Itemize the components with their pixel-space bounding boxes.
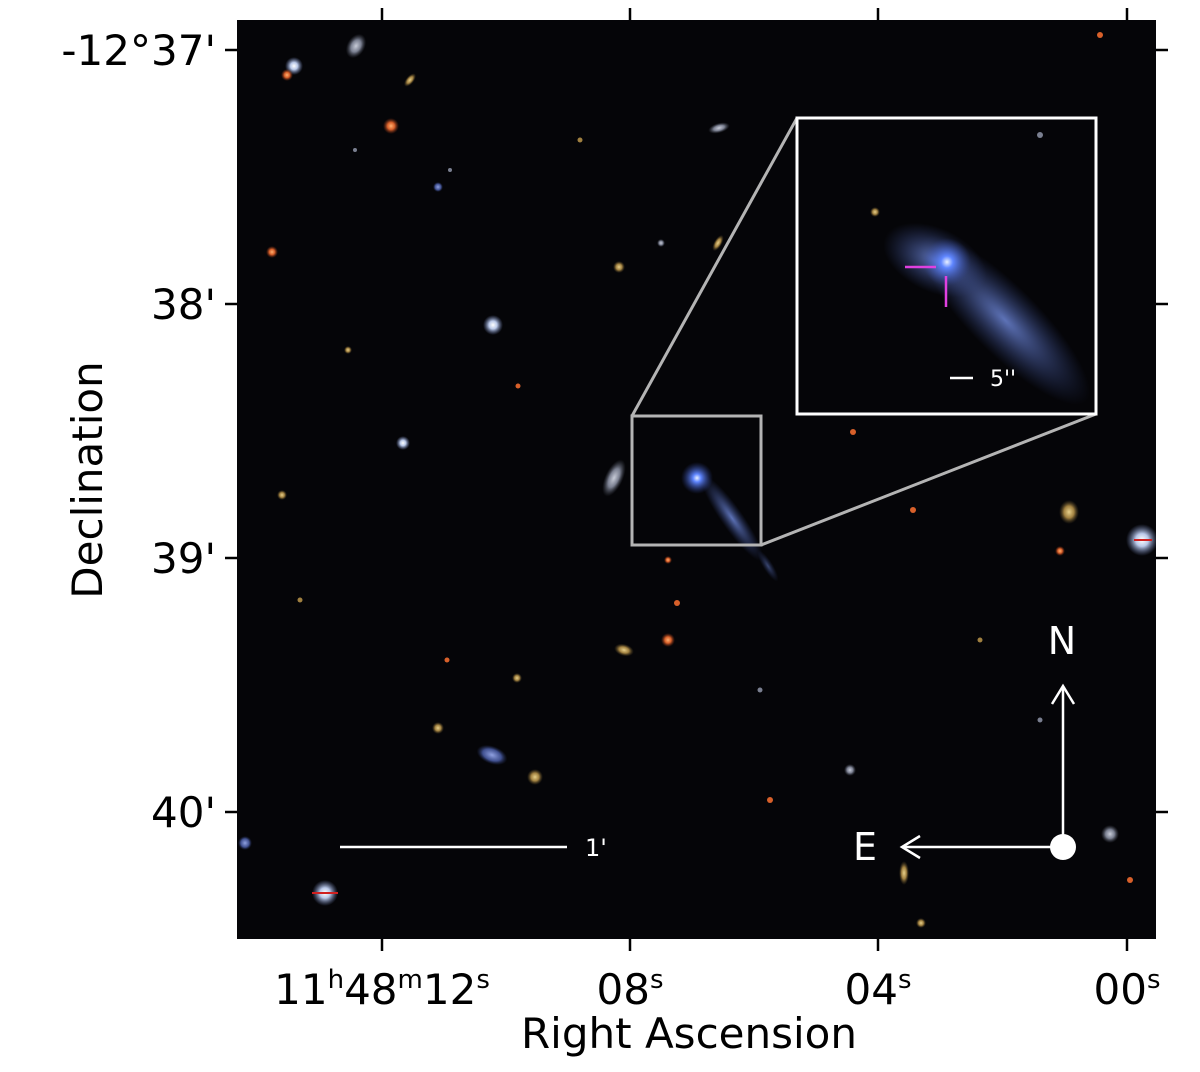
- field-star: [512, 673, 522, 683]
- field-star: [281, 69, 293, 81]
- scale-bar-label: 1': [585, 834, 607, 862]
- scale-bar: 1': [340, 834, 607, 862]
- field-star: [767, 797, 773, 803]
- compass-east-label: E: [853, 825, 877, 869]
- field-galaxy: [614, 643, 634, 657]
- zoom-connector-top: [630, 117, 799, 417]
- field-star: [1101, 825, 1119, 843]
- field-star: [433, 182, 443, 192]
- field-star: [277, 490, 287, 500]
- inset-panel: 5'': [795, 116, 1098, 416]
- field-objects: [238, 32, 1156, 928]
- compass-north-arrowhead: [1050, 683, 1076, 705]
- field-galaxy: [708, 122, 730, 134]
- y-tick-label: 40': [151, 788, 216, 837]
- compass: [899, 683, 1076, 860]
- field-star: [432, 722, 444, 734]
- field-star: [910, 507, 916, 513]
- x-tick-label: 00s: [1094, 965, 1161, 1014]
- field-galaxy: [899, 861, 909, 885]
- field-galaxy: [345, 33, 367, 59]
- galaxy-tail: [700, 474, 764, 562]
- compass-origin-dot: [1050, 834, 1076, 860]
- field-star: [515, 383, 521, 389]
- inset-field-star: [1037, 132, 1043, 138]
- field-star: [850, 429, 856, 435]
- field-star: [757, 687, 763, 693]
- y-tick-label: -12°37': [61, 26, 216, 75]
- field-star: [1127, 877, 1133, 883]
- field-star: [1055, 546, 1065, 556]
- field-star: [344, 346, 352, 354]
- inset-field-star: [870, 207, 880, 217]
- galaxy-tail-faint: [757, 550, 779, 582]
- field-star: [238, 836, 252, 850]
- inset-scale-label: 5'': [990, 367, 1016, 392]
- x-tick-labels: 11h48m12s 08s 04s 00s: [274, 965, 1160, 1014]
- field-galaxy: [712, 234, 724, 252]
- field-star: [664, 556, 672, 564]
- x-tick-label: 04s: [845, 965, 912, 1014]
- field-star: [577, 137, 583, 143]
- field-galaxy: [602, 459, 626, 497]
- field-star: [527, 769, 543, 785]
- field-galaxy: [476, 744, 508, 766]
- field-star: [444, 657, 450, 663]
- field-star: [674, 600, 680, 606]
- y-tick-labels: -12°37' 38' 39' 40': [61, 26, 216, 837]
- inset-frame: [795, 116, 1098, 416]
- target-galaxy: [681, 462, 779, 582]
- field-star: [266, 246, 278, 258]
- field-star: [916, 918, 926, 928]
- field-star: [483, 315, 503, 335]
- field-galaxy: [1059, 500, 1079, 524]
- compass-north-label: N: [1048, 619, 1076, 663]
- field-star: [297, 597, 303, 603]
- y-tick-label: 38': [151, 280, 216, 329]
- field-star: [844, 764, 856, 776]
- x-axis-label: Right Ascension: [521, 1009, 857, 1058]
- field-star: [353, 148, 357, 152]
- tick-marks: [225, 8, 1168, 951]
- x-tick-label: 08s: [597, 965, 664, 1014]
- field-star: [448, 168, 452, 172]
- field-star: [383, 118, 399, 134]
- zoom-box: [630, 414, 763, 547]
- x-tick-label: 11h48m12s: [274, 965, 490, 1014]
- field-star: [396, 436, 410, 450]
- y-tick-label: 39': [151, 534, 216, 583]
- y-axis-label: Declination: [63, 361, 112, 598]
- field-star: [977, 637, 983, 643]
- compass-east-arrowhead: [899, 834, 921, 860]
- field-star: [1097, 32, 1103, 38]
- field-star: [613, 261, 625, 273]
- field-galaxy: [404, 73, 416, 87]
- inset-galaxy-core: [923, 238, 971, 286]
- zoom-connector-bottom: [760, 412, 1097, 547]
- galaxy-core: [681, 462, 713, 494]
- field-star: [1037, 717, 1043, 723]
- field-star: [661, 633, 675, 647]
- field-star: [657, 239, 665, 247]
- zoom-indicator: [630, 117, 1097, 547]
